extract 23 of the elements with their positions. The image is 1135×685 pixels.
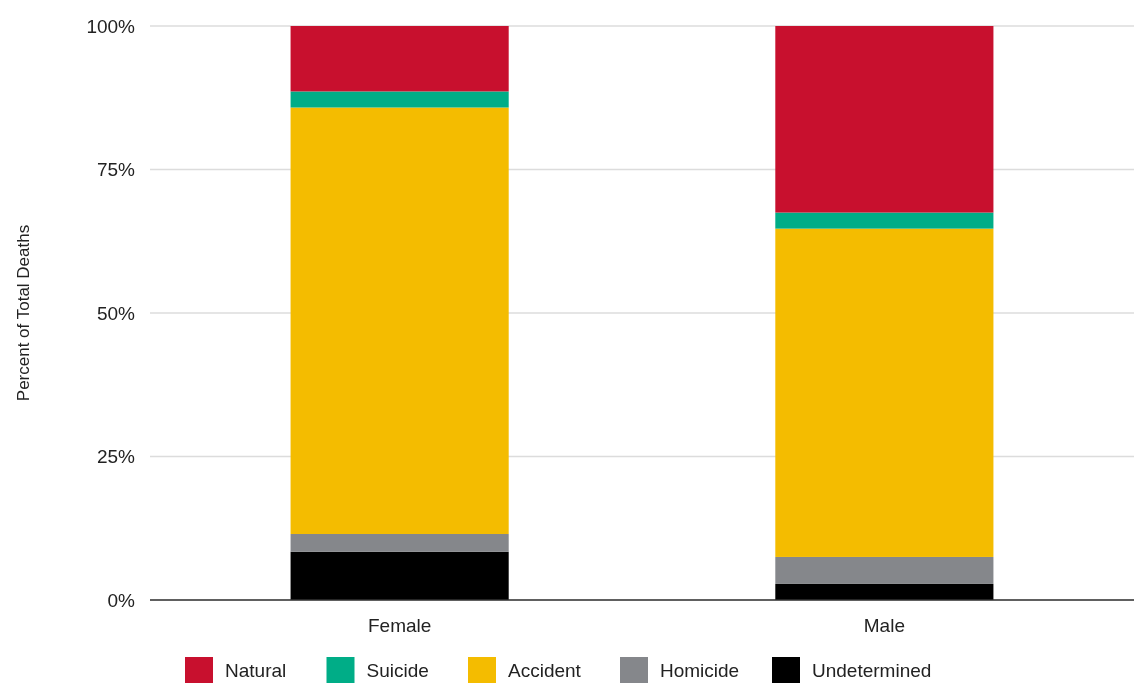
bar: [290, 91, 509, 108]
bar: [290, 26, 509, 92]
legend-label: Accident: [508, 659, 582, 681]
y-tick-label: 0%: [107, 589, 136, 611]
bar: [775, 583, 994, 600]
y-tick-label: 25%: [96, 446, 136, 468]
legend-label: Homicide: [660, 659, 740, 681]
y-axis-title: Percent of Total Deaths: [14, 224, 33, 402]
y-tick-label: 50%: [96, 302, 136, 324]
legend-label: Undetermined: [812, 659, 932, 681]
bar: [775, 228, 994, 557]
legend-label: Natural: [225, 659, 287, 681]
bar: [290, 533, 509, 552]
bar: [775, 212, 994, 229]
x-tick-label: Male: [863, 615, 905, 636]
legend-label: Suicide: [366, 659, 429, 681]
bar: [290, 551, 509, 600]
y-tick-label: 100%: [86, 15, 136, 37]
bar: [775, 556, 994, 584]
bar: [290, 107, 509, 534]
x-tick-label: Female: [367, 615, 432, 636]
bar: [775, 26, 994, 213]
y-tick-label: 75%: [96, 159, 136, 181]
